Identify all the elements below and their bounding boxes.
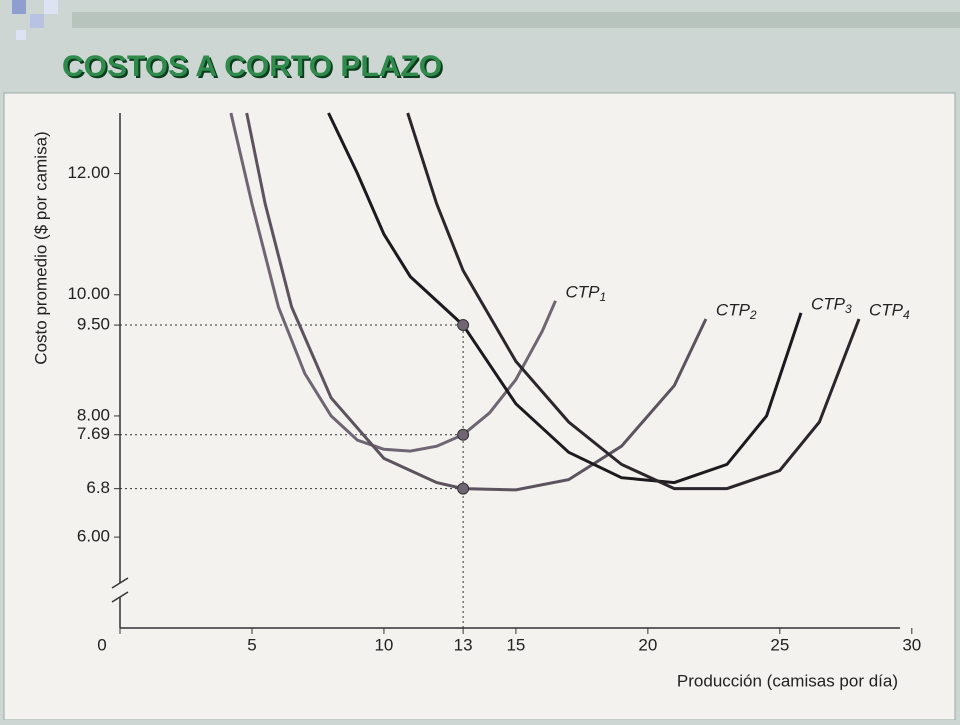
y-tick-label: 6.8 xyxy=(86,478,110,497)
deco-square xyxy=(44,0,58,14)
curve-label: CTP3 xyxy=(811,294,852,316)
top-bar xyxy=(72,12,960,28)
highlight-point xyxy=(457,428,470,441)
chart-paper xyxy=(3,92,956,721)
cost-curve xyxy=(245,112,708,492)
deco-square xyxy=(16,30,26,40)
cost-curve xyxy=(229,112,557,453)
slide-title-shadow: COSTOS A CORTO PLAZO xyxy=(64,52,444,85)
y-tick-label: 6.00 xyxy=(77,527,110,546)
y-axis-title: Costo promedio ($ por camisa) xyxy=(31,131,50,364)
y-tick-label: 7.69 xyxy=(77,424,110,443)
highlight-point xyxy=(457,482,470,495)
x-tick-label: 15 xyxy=(506,635,525,654)
y-tick-label: 12.00 xyxy=(67,163,110,182)
y-tick-label: 10.00 xyxy=(67,284,110,303)
y-tick-label: 9.50 xyxy=(77,315,110,334)
curve-label: CTP2 xyxy=(716,300,757,322)
x-tick-label: 10 xyxy=(374,635,393,654)
x-tick-label: 5 xyxy=(247,635,256,654)
cost-curve xyxy=(327,112,803,485)
x-tick-label: 20 xyxy=(638,635,657,654)
x-tick-label: 25 xyxy=(770,635,789,654)
cost-curve xyxy=(406,112,861,491)
axis-break xyxy=(111,577,129,603)
x-axis-title: Producción (camisas por día) xyxy=(677,671,898,690)
curve-label: CTP1 xyxy=(565,282,606,304)
x-tick-label: 0 xyxy=(97,635,106,654)
x-tick-label: 13 xyxy=(454,635,473,654)
highlight-point xyxy=(457,319,470,332)
y-tick-label: 8.00 xyxy=(77,405,110,424)
deco-square xyxy=(12,0,26,14)
curve-label: CTP4 xyxy=(869,300,910,322)
x-tick-label: 30 xyxy=(902,635,921,654)
deco-square xyxy=(30,14,44,28)
slide-title: COSTOS A CORTO PLAZO xyxy=(62,50,442,83)
